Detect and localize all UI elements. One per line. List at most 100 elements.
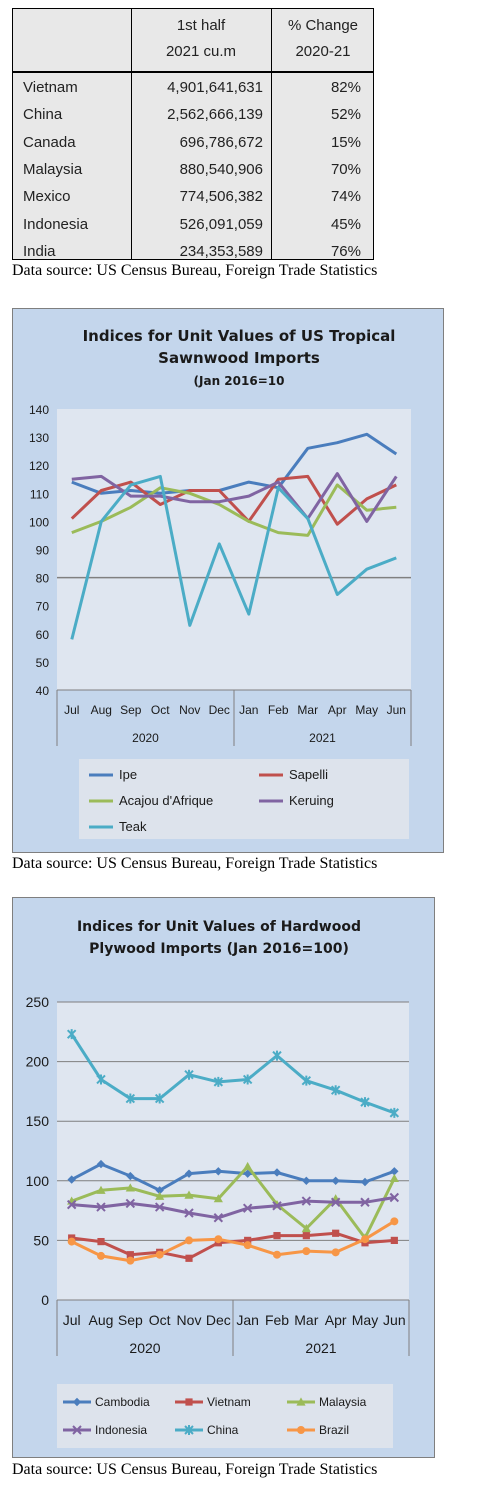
chart-title: Indices for Unit Values of US Tropical [83, 327, 396, 345]
legend-label: China [207, 1423, 239, 1437]
data-point [332, 1229, 340, 1237]
x-tick-label: Nov [179, 703, 200, 717]
x-tick-label: May [355, 703, 378, 717]
table-country-cell: Vietnam [23, 79, 78, 96]
table-change-cell: 45% [330, 215, 361, 233]
chart-title: Sawnwood Imports [158, 349, 320, 367]
y-tick-label: 50 [33, 1232, 49, 1248]
data-point [242, 1074, 253, 1085]
data-point [155, 1250, 164, 1259]
y-tick-label: 200 [26, 1054, 50, 1070]
legend-marker [72, 1397, 82, 1407]
data-point [125, 1198, 136, 1209]
table-change-cell: 70% [330, 160, 361, 178]
x-tick-label: Mar [294, 1312, 318, 1328]
x-tick-label: Oct [151, 703, 170, 717]
table-change-cell: 15% [330, 133, 361, 151]
x-tick-label: Nov [177, 1312, 202, 1328]
table-change-cell: 76% [330, 242, 361, 260]
table-country-cell: Canada [23, 133, 76, 151]
data-point [125, 1183, 135, 1192]
table-country-cell: China [23, 106, 63, 124]
x-tick-label: Dec [206, 1312, 231, 1328]
plywood-chart: Indices for Unit Values of Hardwood Plywo… [12, 897, 435, 1458]
legend-marker [72, 1425, 82, 1435]
legend-marker [297, 1426, 305, 1434]
data-point [390, 1217, 399, 1226]
x-tick-label: Jun [383, 1312, 406, 1328]
header-volume-line1: 1st half [176, 17, 226, 34]
data-point [389, 1107, 400, 1118]
data-point [389, 1173, 399, 1183]
data-point [214, 1235, 223, 1244]
legend-label: Ipe [119, 767, 137, 782]
data-point [272, 1201, 282, 1211]
legend-marker [185, 1398, 193, 1406]
data-point [185, 1236, 193, 1245]
header-volume-line2: 2021 cu.m [165, 43, 237, 60]
data-point [96, 1074, 106, 1085]
y-tick-label: 70 [36, 600, 50, 614]
table-country-cell: India [23, 242, 56, 260]
x-tick-label: Jan [236, 1312, 259, 1328]
plot-area [57, 409, 411, 690]
data-point [301, 1075, 312, 1086]
header-divider [13, 71, 373, 73]
legend-label: Cambodia [95, 1395, 150, 1409]
legend-box [79, 759, 409, 839]
data-point [390, 1236, 398, 1244]
data-point [242, 1203, 253, 1213]
legend-label: Indonesia [95, 1423, 147, 1437]
x-tick-label: Mar [297, 703, 318, 717]
data-source-note: Data source: US Census Bureau, Foreign T… [12, 1461, 378, 1478]
year-label: 2020 [132, 731, 159, 745]
x-tick-label: Jul [63, 1312, 81, 1328]
x-tick-label: Oct [149, 1312, 171, 1328]
legend-marker [184, 1425, 194, 1435]
data-point [96, 1185, 106, 1194]
column-divider [131, 9, 132, 259]
data-point [302, 1247, 311, 1256]
data-point [66, 1199, 77, 1210]
data-point [301, 1196, 312, 1206]
y-tick-label: 100 [26, 1173, 50, 1189]
x-tick-label: May [352, 1312, 378, 1328]
table-volume-cell: 4,901,641,631 [167, 79, 263, 96]
table-change-cell: 74% [330, 188, 361, 206]
y-tick-label: 120 [29, 459, 49, 473]
legend-box [57, 1384, 393, 1448]
data-point [184, 1069, 194, 1080]
y-tick-label: 150 [26, 1113, 50, 1129]
data-point [361, 1235, 369, 1244]
sawnwood-chart-svg: Indices for Unit Values of US Tropical Sa… [29, 327, 412, 839]
x-tick-label: Aug [91, 703, 112, 717]
x-tick-label: Sep [118, 1312, 143, 1328]
legend-label: Keruing [289, 793, 334, 808]
data-point [67, 1237, 76, 1246]
data-point [330, 1085, 341, 1096]
data-point [97, 1251, 105, 1260]
y-tick-label: 40 [36, 684, 50, 698]
data-point [213, 1076, 224, 1087]
x-tick-label: Jan [239, 703, 258, 717]
table-volume-cell: 774,506,382 [179, 188, 263, 206]
data-point [184, 1169, 194, 1178]
data-point [185, 1254, 193, 1262]
data-point [155, 1191, 165, 1200]
sawnwood-chart: Indices for Unit Values of US Tropical Sa… [12, 308, 444, 853]
data-point [213, 1194, 223, 1203]
series-line-china [70, 1033, 395, 1115]
y-tick-label: 50 [36, 656, 50, 670]
data-source-note: Data source: US Census Bureau, Foreign T… [12, 855, 378, 872]
plot-area [57, 1002, 409, 1300]
column-divider [271, 9, 272, 259]
data-point [273, 1232, 281, 1240]
table-change-cell: 52% [330, 106, 361, 124]
x-tick-label: Feb [265, 1312, 289, 1328]
data-point [66, 1029, 77, 1040]
data-source-note: Data source: US Census Bureau, Foreign T… [12, 262, 378, 279]
legend-label: Acajou d'Afrique [119, 793, 213, 808]
import-volume-table: 1st half 2021 cu.m % Change 2020-21 Viet… [12, 8, 374, 260]
data-point [126, 1171, 135, 1181]
series-line-malaysia [71, 1165, 396, 1240]
